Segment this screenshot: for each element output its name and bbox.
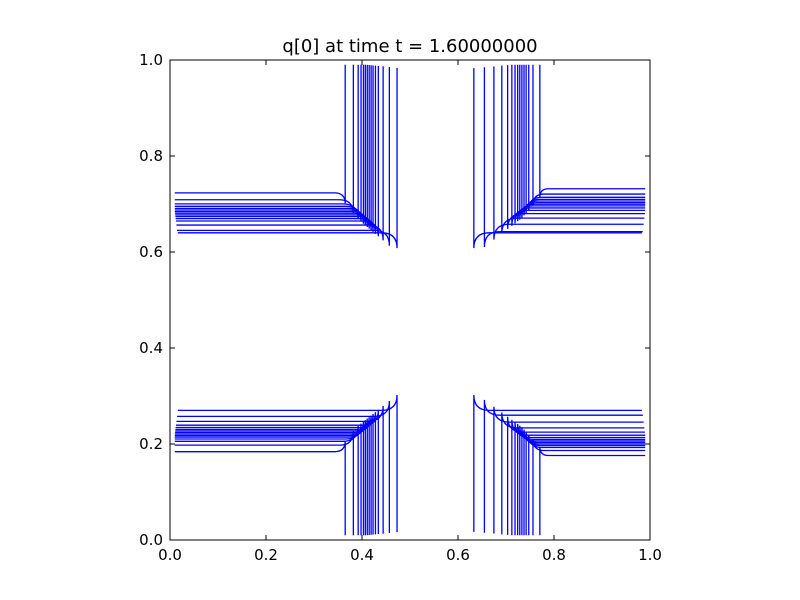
contour-line-bottom-left-12 <box>176 405 384 534</box>
contour-line-bottom-left-11 <box>175 409 379 535</box>
contour-line-top-left-0 <box>174 64 346 204</box>
contour-line-top-right-13 <box>483 67 643 247</box>
x-tick-label: 0.0 <box>158 546 182 564</box>
contour-line-top-left-13 <box>177 67 391 246</box>
x-tick-label: 0.2 <box>254 546 278 564</box>
contour-line-bottom-right-13 <box>483 399 643 533</box>
contour-line-bottom-right-12 <box>493 406 644 534</box>
contour-line-top-right-11 <box>501 65 645 234</box>
y-tick-label: 0.6 <box>139 243 163 261</box>
contour-line-bottom-left-14 <box>177 395 398 533</box>
contour-line-bottom-right-2 <box>528 434 646 536</box>
contour-line-bottom-right-14 <box>473 395 642 532</box>
contour-line-top-right-10 <box>506 65 645 230</box>
contour-line-top-left-6 <box>174 64 368 227</box>
contour-line-bottom-left-7 <box>175 417 370 535</box>
x-tick-label: 0.6 <box>446 546 470 564</box>
contour-line-bottom-right-11 <box>501 412 645 535</box>
contour-line-top-left-12 <box>176 66 384 241</box>
contour-line-top-right-14 <box>473 68 642 249</box>
chart-title: q[0] at time t = 1.60000000 <box>282 36 537 57</box>
contour-line-top-right-1 <box>532 64 646 206</box>
x-tick-label: 1.0 <box>638 546 662 564</box>
plot-frame <box>169 59 651 541</box>
contour-line-top-right-12 <box>493 66 644 240</box>
contour-line-top-left-1 <box>174 64 355 214</box>
contour-line-top-left-3 <box>174 64 362 222</box>
contour-line-bottom-left-3 <box>174 423 362 536</box>
y-tick-label: 0.8 <box>139 147 163 165</box>
contour-line-bottom-right-1 <box>532 439 646 536</box>
contour-line-bottom-right-0 <box>539 446 646 536</box>
contour-line-top-left-14 <box>177 67 398 249</box>
contour-line-top-right-6 <box>519 64 646 220</box>
y-tick-label: 0.2 <box>139 435 163 453</box>
contour-line-top-left-5 <box>174 64 367 226</box>
contour-line-bottom-left-13 <box>177 400 391 533</box>
contour-line-bottom-left-0 <box>174 441 346 536</box>
y-tick-label: 0.0 <box>139 531 163 549</box>
contour-line-top-left-2 <box>174 64 359 220</box>
contour-line-top-left-8 <box>175 65 372 231</box>
contour-line-bottom-left-1 <box>174 431 355 536</box>
contour-line-top-right-4 <box>523 64 646 216</box>
contour-lines <box>174 64 646 536</box>
y-tick-label: 0.4 <box>139 339 163 357</box>
contour-line-top-left-11 <box>175 65 379 237</box>
x-tick-label: 0.8 <box>542 546 566 564</box>
x-tick-labels: 0.0 0.2 0.4 0.6 0.8 1.0 <box>158 546 662 564</box>
contour-line-bottom-right-10 <box>506 416 645 535</box>
contour-line-top-right-0 <box>539 64 646 198</box>
axis-ticks <box>169 59 651 541</box>
contour-line-top-right-3 <box>525 64 646 214</box>
y-tick-label: 1.0 <box>139 51 163 69</box>
x-tick-label: 0.4 <box>350 546 374 564</box>
y-tick-labels: 0.0 0.2 0.4 0.6 0.8 1.0 <box>139 51 163 549</box>
contour-line-bottom-left-2 <box>174 425 359 536</box>
